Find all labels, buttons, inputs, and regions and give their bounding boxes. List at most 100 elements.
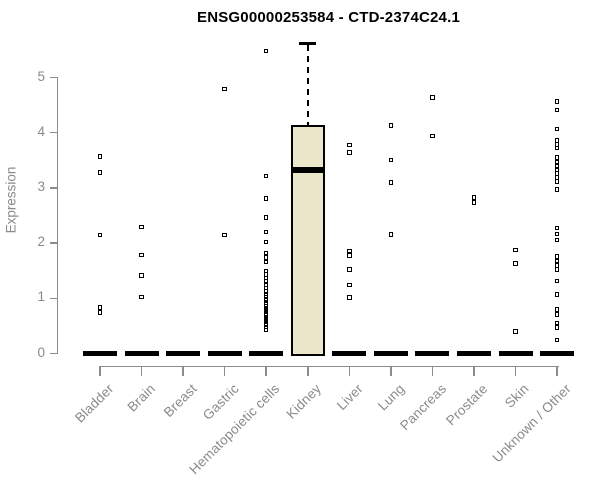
x-axis-tick xyxy=(140,365,143,376)
data-point xyxy=(263,173,269,179)
data-point xyxy=(388,123,394,128)
x-axis-tick xyxy=(265,365,267,376)
y-tick-label: 2 xyxy=(37,234,45,250)
boxplot-zero-bar xyxy=(540,351,575,357)
data-point xyxy=(263,294,269,300)
data-point xyxy=(554,267,560,272)
boxplot-zero-bar xyxy=(415,351,450,357)
x-axis-label: Kidney xyxy=(283,381,325,422)
y-axis-tick xyxy=(49,352,57,355)
data-point xyxy=(263,229,269,235)
y-tick-label: 1 xyxy=(37,289,45,305)
data-point xyxy=(554,237,560,243)
data-point xyxy=(347,295,352,300)
x-axis-label: Brain xyxy=(124,381,159,415)
chart-title: ENSG00000253584 - CTD-2374C24.1 xyxy=(196,9,461,26)
y-axis-tick xyxy=(49,131,57,134)
data-point xyxy=(554,254,560,259)
y-tick-label: 3 xyxy=(37,178,45,194)
data-point xyxy=(554,99,560,104)
data-point xyxy=(263,48,269,54)
data-point xyxy=(139,252,144,258)
data-point xyxy=(263,327,269,333)
y-axis-label: Expression xyxy=(3,166,19,234)
data-point xyxy=(263,324,269,330)
y-axis-tick xyxy=(49,187,57,189)
boxplot-zero-bar xyxy=(373,351,408,357)
x-axis-label: Unknown / Other xyxy=(489,381,574,466)
data-point xyxy=(554,179,560,184)
data-point xyxy=(554,320,560,325)
data-point xyxy=(347,282,352,288)
data-point xyxy=(97,305,103,310)
y-axis-tick xyxy=(49,76,57,79)
x-axis-tick xyxy=(99,365,101,376)
x-axis-tick xyxy=(431,365,434,376)
data-point xyxy=(388,232,394,237)
data-point xyxy=(554,263,560,268)
data-point xyxy=(554,337,560,343)
data-point xyxy=(554,107,560,113)
data-point xyxy=(97,154,103,159)
data-point xyxy=(97,232,103,238)
boxplot-upper-whisker xyxy=(306,45,309,125)
boxplot-median-line xyxy=(290,167,325,173)
data-point xyxy=(554,145,560,151)
data-point xyxy=(263,297,269,302)
y-tick-label: 5 xyxy=(37,68,45,84)
data-point xyxy=(263,259,269,265)
y-axis-line xyxy=(56,77,58,355)
data-point xyxy=(554,126,560,132)
boxplot-zero-bar xyxy=(249,351,284,357)
boxplot-zero-bar xyxy=(207,351,242,357)
data-point xyxy=(388,180,394,185)
x-axis-tick xyxy=(473,365,475,376)
boxplot-zero-bar xyxy=(498,351,533,357)
x-axis-label: Breast xyxy=(160,381,200,421)
x-axis-label: Liver xyxy=(333,381,366,414)
data-point xyxy=(139,294,144,300)
x-axis-tick xyxy=(182,365,184,376)
y-tick-label: 0 xyxy=(37,344,45,360)
data-point xyxy=(263,215,269,220)
boxplot-zero-bar xyxy=(456,351,491,357)
data-point xyxy=(471,200,477,205)
data-point xyxy=(513,261,518,266)
data-point xyxy=(139,224,144,230)
data-point xyxy=(347,142,352,148)
data-point xyxy=(97,310,103,315)
data-point xyxy=(263,291,269,297)
data-point xyxy=(554,231,560,237)
data-point xyxy=(554,307,560,312)
data-point xyxy=(513,329,518,334)
data-point xyxy=(263,196,269,201)
boxplot-whisker-cap xyxy=(299,42,317,45)
data-point xyxy=(222,232,227,238)
data-point xyxy=(97,170,103,175)
boxplot-zero-bar xyxy=(332,351,367,357)
y-tick-label: 4 xyxy=(37,123,45,139)
data-point xyxy=(139,273,144,278)
data-point xyxy=(430,133,435,139)
data-point xyxy=(222,86,227,92)
data-point xyxy=(347,150,352,155)
x-axis-tick xyxy=(390,365,392,376)
boxplot-zero-bar xyxy=(83,351,117,357)
boxplot-zero-bar xyxy=(124,351,159,357)
data-point xyxy=(263,322,269,327)
data-point xyxy=(554,187,560,192)
x-axis-tick xyxy=(514,365,517,376)
data-point xyxy=(554,278,560,284)
data-point xyxy=(554,225,560,230)
data-point xyxy=(513,247,518,253)
y-axis-tick xyxy=(49,242,57,244)
x-axis-label: Lung xyxy=(375,381,408,414)
data-point xyxy=(263,255,269,260)
data-point xyxy=(471,195,477,200)
x-axis-line xyxy=(99,365,559,367)
x-axis-tick xyxy=(307,365,309,376)
data-point xyxy=(554,325,560,330)
data-point xyxy=(554,312,560,317)
x-axis-tick xyxy=(223,365,226,376)
